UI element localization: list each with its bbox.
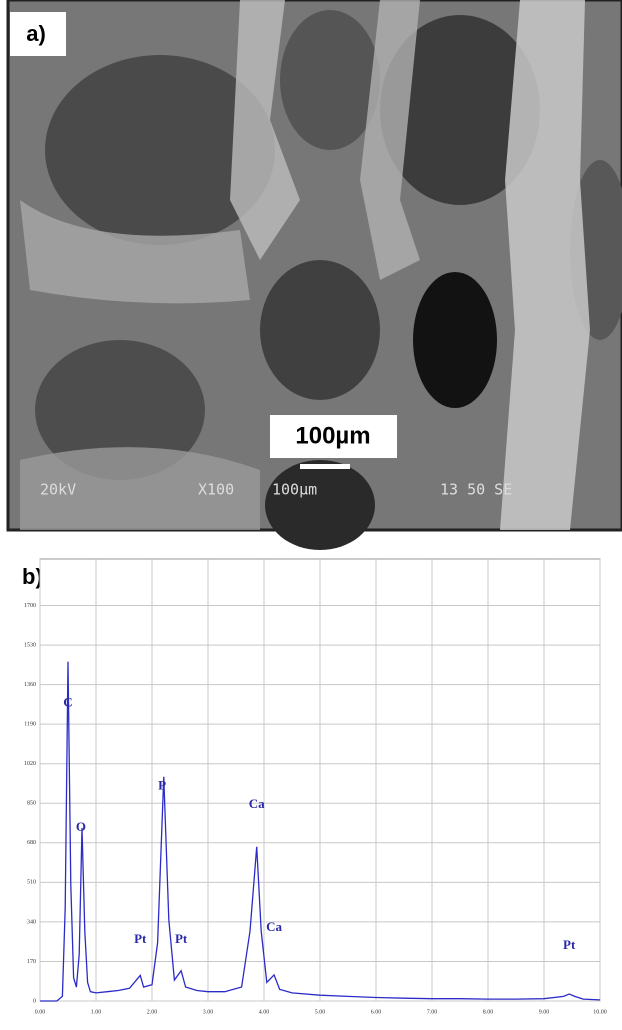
y-tick-label: 850 (27, 801, 36, 807)
y-tick-label: 1700 (24, 603, 36, 609)
panel-label: a) (26, 21, 46, 46)
peak-label: Ca (249, 796, 265, 811)
peak-label: Pt (563, 937, 576, 952)
scale-label: 100µm (295, 422, 370, 449)
x-tick-label: 10.00 (593, 1009, 607, 1015)
y-tick-label: 1360 (24, 682, 36, 688)
x-tick-label: 5.00 (315, 1009, 326, 1015)
y-tick-label: 1190 (24, 722, 36, 728)
sem-info: X100 (198, 481, 234, 499)
x-tick-label: 9.00 (539, 1009, 550, 1015)
sem-image: a) 100µm 20kV X100 100µm 13 50 SE (8, 0, 622, 550)
x-tick-label: 8.00 (483, 1009, 494, 1015)
x-tick-label: 1.00 (91, 1009, 102, 1015)
peak-label: Pt (175, 931, 188, 946)
scale-bar (300, 464, 350, 469)
sem-info: 20kV (40, 481, 76, 499)
peak-label: Ca (266, 919, 282, 934)
y-tick-label: 680 (27, 840, 36, 846)
peak-label: O (76, 819, 86, 834)
pore (260, 260, 380, 400)
spectrum: 0 170 340 510 680 850 1020 1190 1360 1530 1700 0.00… (24, 559, 607, 1015)
x-tick-label: 6.00 (371, 1009, 382, 1015)
x-tick-label: 7.00 (427, 1009, 438, 1015)
y-tick-label: 1530 (24, 642, 36, 648)
y-tick-label: 340 (27, 919, 36, 925)
pore (265, 460, 375, 550)
peak-label: P (158, 778, 166, 793)
peak-label: C (63, 695, 72, 710)
page: {"panel_a": {"label": "a)", "scale_bar":… (0, 0, 622, 1025)
x-tick-label: 4.00 (259, 1009, 270, 1015)
figure: a) 100µm 20kV X100 100µm 13 50 SE b) 017… (0, 0, 622, 1025)
pore (413, 272, 497, 408)
sem-info: 100µm (272, 481, 317, 499)
pore (280, 10, 380, 150)
x-tick-label: 2.00 (147, 1009, 158, 1015)
y-tick-label: 0 (33, 998, 36, 1004)
x-tick-label: 0.00 (35, 1009, 46, 1015)
wall (500, 0, 590, 530)
y-tick-label: 170 (27, 959, 36, 965)
sem-info: 13 50 SE (440, 481, 512, 499)
x-tick-label: 3.00 (203, 1009, 214, 1015)
peak-label: Pt (134, 931, 147, 946)
y-tick-label: 1020 (24, 761, 36, 767)
y-tick-label: 510 (27, 880, 36, 886)
